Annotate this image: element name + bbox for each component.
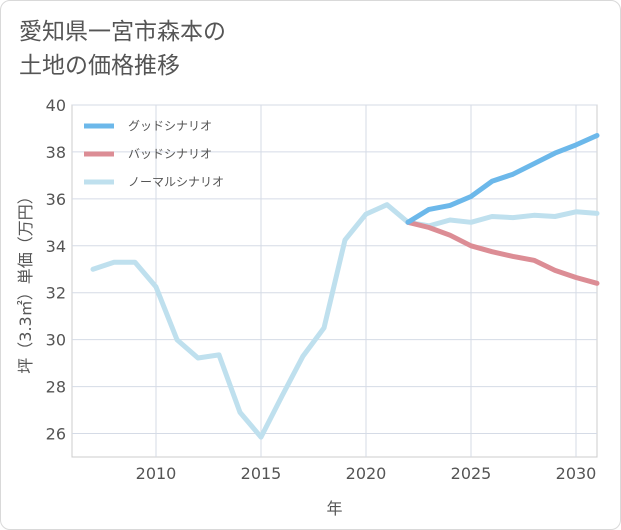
y-tick-label: 30 <box>46 331 66 350</box>
series-line-2 <box>90 202 600 440</box>
x-tick-label: 2010 <box>136 464 177 483</box>
y-tick-labels: 26 28 30 32 34 36 38 40 <box>46 96 66 444</box>
x-tick-label: 2025 <box>451 464 492 483</box>
series-lines <box>90 133 600 440</box>
legend-label: グッドシナリオ <box>128 119 212 133</box>
x-tick-label: 2020 <box>346 464 387 483</box>
x-tick-label: 2015 <box>241 464 282 483</box>
y-tick-label: 32 <box>46 284 66 303</box>
y-tick-label: 26 <box>46 425 66 444</box>
x-tick-label: 2030 <box>556 464 597 483</box>
legend-label: バッドシナリオ <box>128 147 212 161</box>
legend-label: ノーマルシナリオ <box>128 175 224 189</box>
series-line-0 <box>405 133 600 225</box>
y-tick-label: 40 <box>46 96 66 115</box>
y-tick-label: 34 <box>46 237 66 256</box>
y-tick-label: 36 <box>46 190 66 209</box>
y-tick-label: 28 <box>46 378 66 397</box>
x-axis-title: 年 <box>326 499 342 518</box>
y-tick-label: 38 <box>46 143 66 162</box>
chart-title: 愛知県一宮市森本の 土地の価格推移 <box>19 19 226 79</box>
y-axis-title: 坪（3.3㎡）単価（万円） <box>16 188 35 373</box>
series-line-1 <box>405 219 600 286</box>
x-tick-labels: 2010 2015 2020 2025 2030 <box>136 464 597 483</box>
